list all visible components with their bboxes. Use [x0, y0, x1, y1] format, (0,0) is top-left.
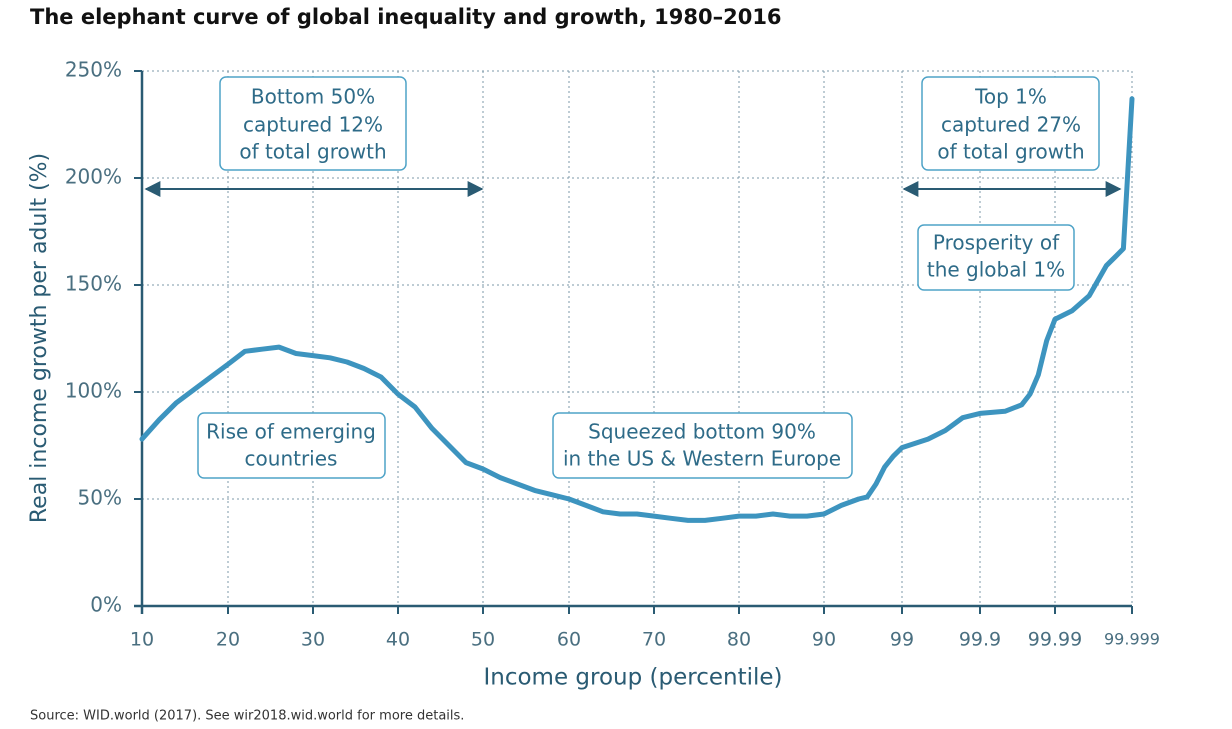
annotation-text: of total growth [239, 140, 386, 164]
source: Source: WID.world (2017). See wir2018.wi… [30, 709, 464, 724]
annotation-box [921, 76, 1100, 171]
annotation-text: in the US & Western Europe [563, 447, 841, 471]
x-tick-label: 90 [812, 629, 836, 651]
x-axis-label: Income group (percentile) [483, 665, 782, 691]
annotation-text: countries [245, 447, 338, 471]
annotation-box [219, 76, 407, 171]
x-tick-label: 50 [471, 629, 495, 651]
annotation-box [197, 412, 386, 479]
annotation-text: the global 1% [927, 258, 1065, 282]
x-tick-label: 60 [557, 629, 581, 651]
x-tick-label: 99.9 [959, 629, 1001, 651]
annotation-text: Prosperity of [933, 231, 1060, 255]
x-tick-label: 80 [727, 629, 751, 651]
annotation-text: of total growth [937, 140, 1084, 164]
x-tick-label: 99 [890, 629, 914, 651]
annotation-box [917, 224, 1075, 291]
y-tick-label: 0% [90, 593, 122, 617]
x-tick-label: 40 [386, 629, 410, 651]
chart-title: The elephant curve of global inequality … [30, 5, 782, 29]
y-tick-label: 250% [65, 58, 122, 82]
x-tick-label: 99.99 [1028, 629, 1082, 651]
annotation-text: Rise of emerging [206, 420, 376, 444]
y-tick-label: 50% [78, 486, 122, 510]
annotation-text: captured 27% [941, 113, 1081, 137]
x-tick-label: 20 [216, 629, 240, 651]
x-tick-label: 99.999 [1104, 630, 1160, 649]
y-tick-label: 150% [65, 272, 122, 296]
y-tick-label: 100% [65, 379, 122, 403]
annotation-text: Squeezed bottom 90% [588, 420, 816, 444]
annotation-text: Bottom 50% [251, 85, 375, 109]
annotation-text: captured 12% [243, 113, 383, 137]
data-line [139, 96, 1135, 523]
y-tick-label: 200% [65, 165, 122, 189]
x-tick-label: 10 [130, 629, 154, 651]
x-tick-label: 70 [642, 629, 666, 651]
x-tick-label: 30 [301, 629, 325, 651]
annotation-box [552, 412, 853, 479]
annotation-text: Top 1% [974, 85, 1047, 109]
y-axis-label: Real income growth per adult (%) [27, 153, 52, 523]
